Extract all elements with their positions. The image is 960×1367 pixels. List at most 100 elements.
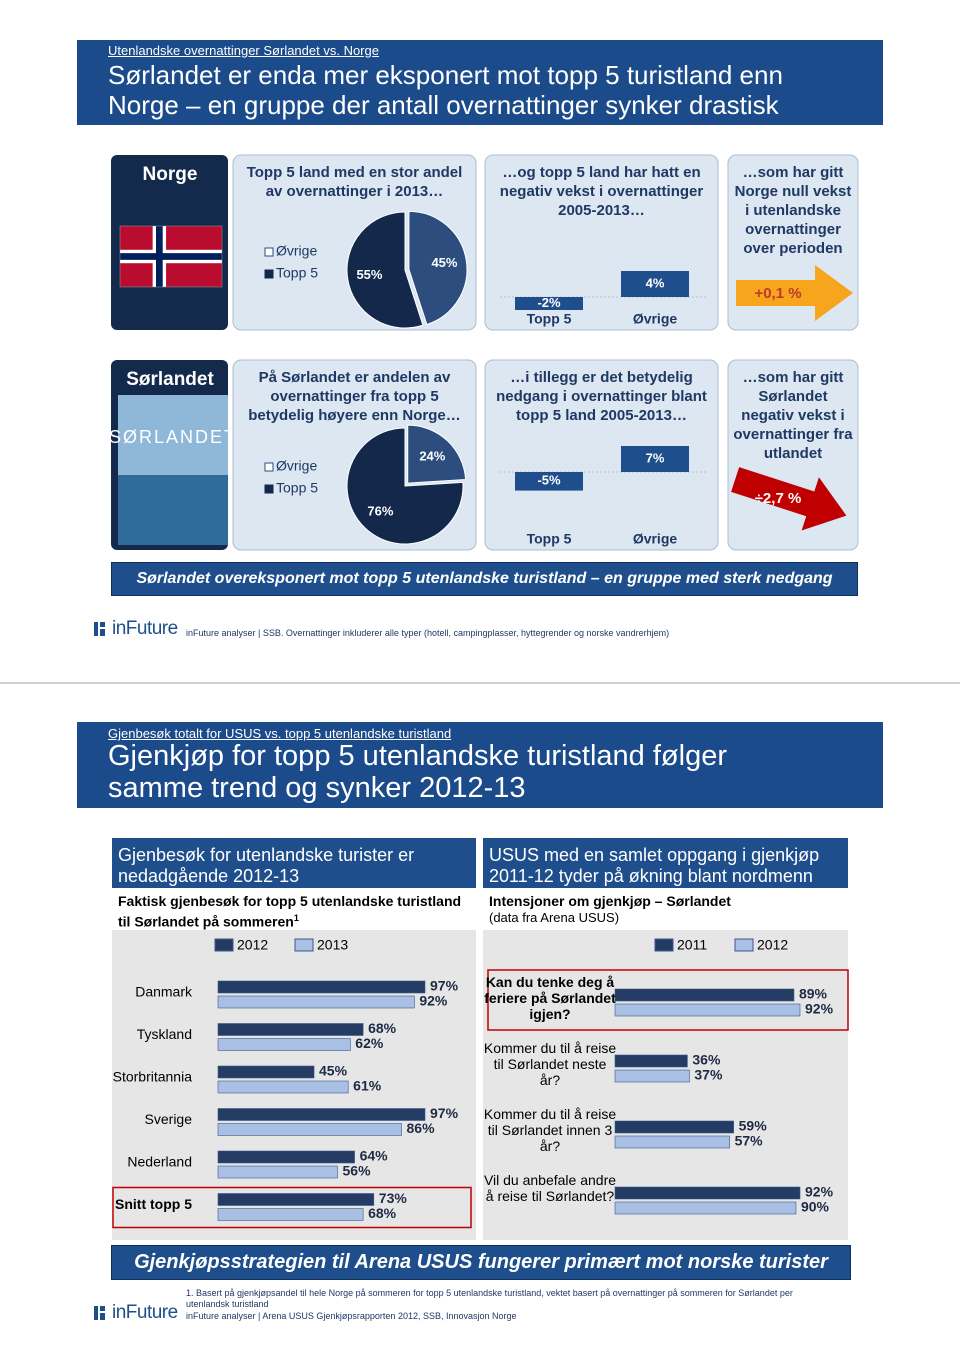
logo-icon (94, 622, 98, 636)
pie-label: 76% (367, 504, 393, 519)
category-label: Topp 5 (527, 531, 572, 547)
bar (614, 1069, 690, 1083)
pie-label: 24% (419, 448, 445, 463)
panel-heading: På Sørlandet er andelen av overnattinger… (248, 369, 461, 424)
total-arrow (736, 265, 853, 321)
bar-label: 89% (799, 986, 828, 1002)
bar-label: 7% (646, 450, 665, 465)
bar (217, 1150, 355, 1164)
logo: inFuture (112, 1302, 178, 1323)
legend-marker (264, 269, 274, 279)
bar-label: 64% (360, 1148, 389, 1164)
bar (515, 472, 583, 491)
bar-label: 92% (805, 1184, 834, 1200)
header-title: Gjenkjøp for topp 5 utenlandske turistla… (108, 740, 727, 804)
chart-title-text: Faktisk gjenbesøk for topp 5 utenlandske… (118, 893, 462, 930)
pie-label: 55% (356, 267, 382, 282)
bar-label: 36% (692, 1052, 721, 1068)
bar (217, 1038, 351, 1051)
bar (515, 297, 583, 310)
panel-heading: …som har gitt Sørlandet negativ vekst i … (733, 369, 853, 462)
legend-label: 2013 (317, 937, 348, 953)
bar (621, 446, 689, 472)
legend-marker (264, 462, 274, 472)
bar-label: 56% (343, 1163, 372, 1179)
chart-title: Faktisk gjenbesøk for topp 5 utenlandske… (118, 893, 470, 931)
legend-label: Topp 5 (276, 480, 318, 496)
panel-heading: USUS med en samlet oppgang i gjenkjøp 20… (489, 845, 820, 886)
bar (614, 1201, 797, 1215)
bar (621, 271, 689, 297)
bar (614, 1135, 730, 1149)
bar-label: 57% (735, 1133, 764, 1149)
total-label: +0,1 % (754, 285, 801, 302)
category-label: Kommer du til å reise til Sørlandet nest… (483, 1040, 617, 1088)
cover-sea (118, 475, 228, 545)
chart-title: Intensjoner om gjenkjøp – Sørlandet (489, 893, 842, 910)
conclusion: Sørlandet overeksponert mot topp 5 utenl… (111, 562, 858, 596)
legend-label: 2012 (757, 937, 788, 953)
total-arrow (731, 467, 847, 531)
footnote-ref: 1 (293, 913, 299, 923)
bar-label: -5% (537, 473, 561, 488)
legend-marker (214, 938, 234, 952)
highlight-box (112, 1186, 472, 1229)
legend-marker (294, 938, 314, 952)
logo-icon (100, 1306, 105, 1311)
panel-heading: Topp 5 land med en stor andel av overnat… (246, 164, 463, 200)
category-label: Øvrige (633, 531, 678, 547)
panel-heading: Gjenbesøk for utenlandske turister er ne… (118, 845, 415, 886)
bar-label: 62% (355, 1035, 384, 1051)
header-title: Sørlandet er enda mer eksponert mot topp… (108, 60, 783, 120)
legend-marker (264, 247, 274, 257)
chart-subtitle: (data fra Arena USUS) (489, 910, 620, 925)
header-subtitle: Utenlandske overnattinger Sørlandet vs. … (108, 43, 379, 58)
panel-heading: …i tillegg er det betydelig nedgang i ov… (496, 369, 707, 424)
logo: inFuture (112, 618, 178, 639)
bar (614, 988, 795, 1002)
legend-marker (264, 484, 274, 494)
bar-label: 68% (368, 1020, 397, 1036)
pie-slice (346, 211, 424, 329)
bar-label: 45% (319, 1063, 348, 1079)
logo-icon (100, 629, 105, 636)
header-subtitle: Gjenbesøk totalt for USUS vs. topp 5 ute… (108, 726, 452, 741)
bar (217, 1065, 315, 1079)
bar (217, 1123, 402, 1136)
panel-heading-bg (483, 838, 848, 888)
category-label: Tyskland (137, 1026, 192, 1042)
bar-label: 86% (407, 1120, 436, 1136)
bar-label: 68% (368, 1205, 397, 1221)
bar (217, 1023, 364, 1036)
logo-icon (100, 622, 105, 627)
bar (217, 1108, 426, 1121)
bar (614, 1186, 801, 1200)
bar (614, 1120, 734, 1134)
category-label: Snitt topp 5 (115, 1196, 192, 1212)
category-label: Storbritannia (113, 1069, 193, 1085)
legend-label: Øvrige (276, 458, 317, 474)
legend-label: Øvrige (276, 243, 317, 259)
source-note: inFuture analyser | Arena USUS Gjenkjøps… (186, 1311, 517, 1321)
header-bar (77, 722, 883, 808)
legend-label: Topp 5 (276, 265, 318, 281)
pie-slice (408, 210, 468, 326)
bar-label: 61% (353, 1078, 382, 1094)
header-bar (77, 40, 883, 125)
bar (217, 1080, 349, 1094)
bar-label: 92% (419, 993, 448, 1009)
conclusion: Gjenkjøpsstrategien til Arena USUS funge… (111, 1245, 851, 1280)
category-label: Kommer du til å reise til Sørlandet inne… (483, 1106, 617, 1154)
logo-icon (100, 1313, 105, 1320)
category-label: Øvrige (633, 311, 678, 327)
panel-heading: …og topp 5 land har hatt en negativ veks… (499, 164, 704, 219)
flag (119, 225, 223, 288)
bar (217, 1165, 338, 1179)
category-label: Sverige (145, 1111, 193, 1127)
bar (614, 1003, 801, 1017)
panel-heading: …som har gitt Norge null vekst i utenlan… (734, 164, 852, 257)
bar (217, 980, 426, 994)
bar-label: 97% (430, 1105, 459, 1121)
